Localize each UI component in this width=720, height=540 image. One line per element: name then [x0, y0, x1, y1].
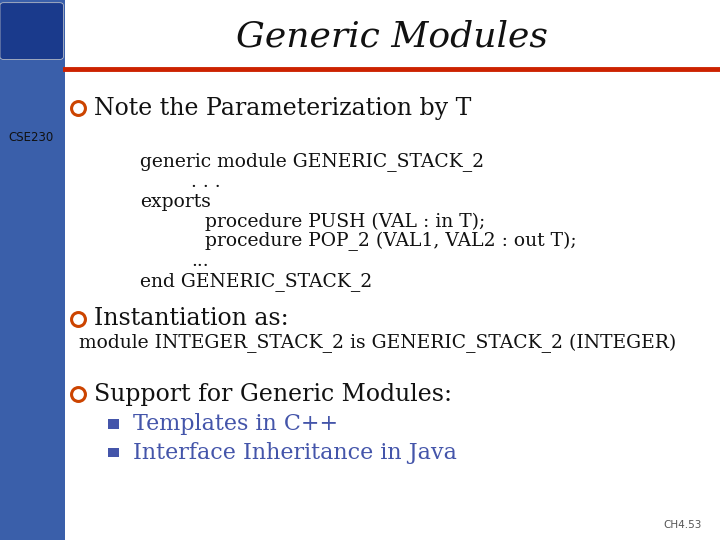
Text: end GENERIC_STACK_2: end GENERIC_STACK_2 — [140, 272, 373, 291]
Text: Instantiation as:: Instantiation as: — [94, 307, 288, 330]
Text: CSE230: CSE230 — [9, 131, 54, 144]
Text: Note the Parameterization by T: Note the Parameterization by T — [94, 97, 471, 119]
Text: . . .: . . . — [191, 173, 220, 191]
Text: Templates in C++: Templates in C++ — [133, 413, 338, 435]
Text: ...: ... — [191, 252, 208, 271]
Text: procedure POP_2 (VAL1, VAL2 : out T);: procedure POP_2 (VAL1, VAL2 : out T); — [205, 232, 577, 251]
Text: procedure PUSH (VAL : in T);: procedure PUSH (VAL : in T); — [205, 213, 485, 231]
Text: Generic Modules: Generic Modules — [236, 19, 549, 53]
Text: Interface Inheritance in Java: Interface Inheritance in Java — [133, 442, 457, 463]
Bar — [0, 0, 65, 540]
Text: CH4.53: CH4.53 — [664, 520, 702, 530]
Text: module INTEGER_STACK_2 is GENERIC_STACK_2 (INTEGER): module INTEGER_STACK_2 is GENERIC_STACK_… — [79, 333, 677, 353]
Text: Support for Generic Modules:: Support for Generic Modules: — [94, 383, 451, 406]
Bar — [108, 419, 119, 429]
Text: generic module GENERIC_STACK_2: generic module GENERIC_STACK_2 — [140, 152, 485, 172]
Bar — [108, 448, 119, 457]
Text: exports: exports — [140, 193, 211, 211]
FancyBboxPatch shape — [0, 3, 63, 59]
